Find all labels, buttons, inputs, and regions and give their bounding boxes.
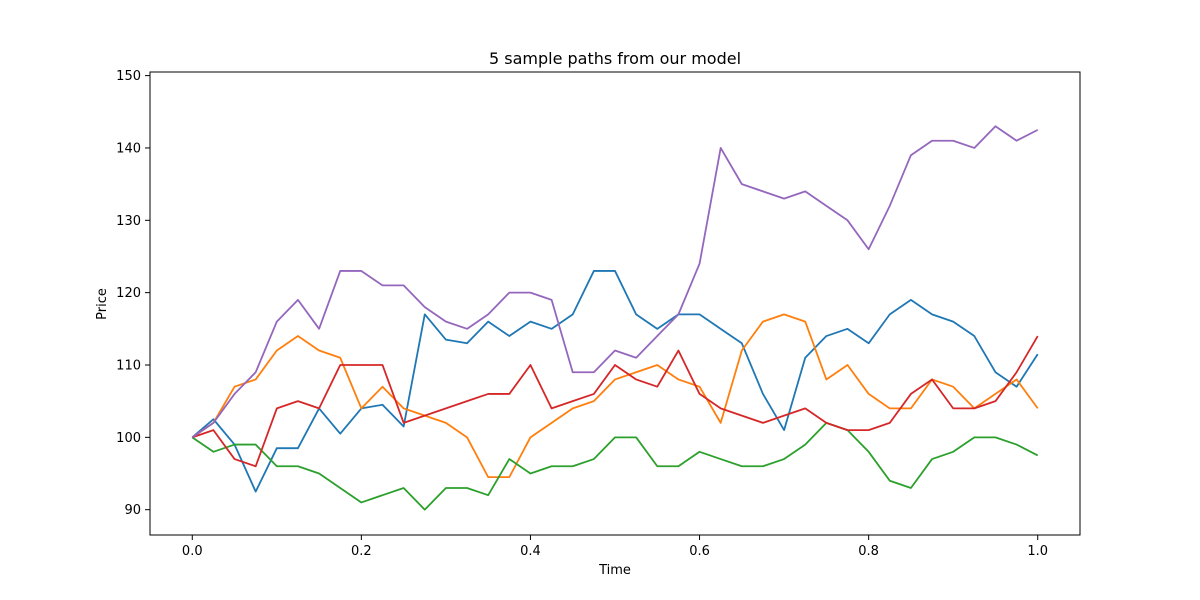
series-line-2: [191, 313, 1039, 479]
y-tick-label: 100: [116, 431, 141, 446]
series-line-3: [191, 421, 1039, 511]
chart-title: 5 sample paths from our model: [489, 49, 741, 68]
plot-frame: [149, 71, 1081, 536]
x-tick-label: 1.0: [1027, 544, 1048, 559]
y-tick-label: 130: [116, 214, 141, 229]
y-axis-ticks: 90 100 110 120 130 140 150: [116, 69, 150, 518]
series-line-5: [191, 125, 1039, 439]
x-tick-label: 0.6: [689, 544, 710, 559]
y-tick-label: 90: [124, 503, 141, 518]
series-line-4: [191, 335, 1039, 468]
series-layer: [191, 125, 1039, 511]
y-tick-label: 140: [116, 141, 141, 156]
x-tick-label: 0.4: [520, 544, 541, 559]
y-axis-label: Price: [95, 288, 110, 320]
y-tick-label: 110: [116, 358, 141, 373]
y-tick-label: 150: [116, 69, 141, 84]
x-axis-ticks: 0.0 0.2 0.4 0.6 0.8 1.0: [182, 535, 1048, 559]
x-tick-label: 0.8: [858, 544, 879, 559]
x-tick-label: 0.0: [182, 544, 203, 559]
x-axis-label: Time: [598, 563, 631, 578]
y-tick-label: 120: [116, 286, 141, 301]
series-line-1: [191, 270, 1039, 493]
x-tick-label: 0.2: [351, 544, 372, 559]
